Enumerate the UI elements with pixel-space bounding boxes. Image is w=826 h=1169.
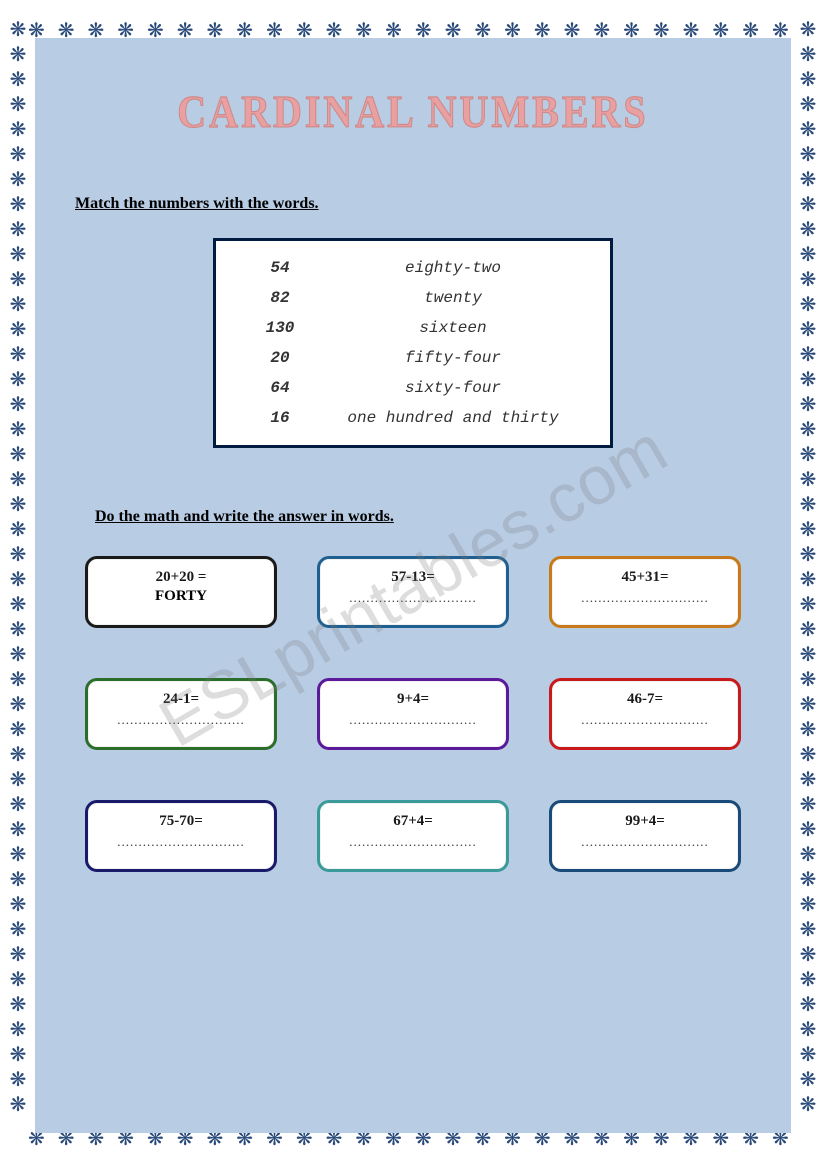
answer-blank[interactable]: .............................. (334, 590, 492, 606)
match-row: 82twenty (240, 283, 586, 313)
match-word: fifty-four (320, 349, 586, 367)
math-answer: FORTY (102, 588, 260, 605)
match-row: 64sixty-four (240, 373, 586, 403)
math-equation: 20+20 = (102, 569, 260, 586)
match-number: 54 (240, 259, 320, 277)
answer-blank[interactable]: .............................. (566, 590, 724, 606)
math-box: 75-70=.............................. (85, 800, 277, 872)
math-equation: 67+4= (334, 813, 492, 830)
border-left: ❋ ❋ ❋ ❋ ❋ ❋ ❋ ❋ ❋ ❋ ❋ ❋ ❋ ❋ ❋ ❋ ❋ ❋ ❋ ❋ … (8, 18, 28, 1151)
answer-blank[interactable]: .............................. (334, 712, 492, 728)
match-number: 130 (240, 319, 320, 337)
math-equation: 45+31= (566, 569, 724, 586)
math-equation: 9+4= (334, 691, 492, 708)
math-box: 9+4=.............................. (317, 678, 509, 750)
match-row: 16one hundred and thirty (240, 403, 586, 433)
page-background: CARDINAL NUMBERS Match the numbers with … (35, 38, 791, 1133)
section1-instruction: Match the numbers with the words. (75, 195, 751, 213)
math-box: 46-7=.............................. (549, 678, 741, 750)
math-box: 24-1=.............................. (85, 678, 277, 750)
match-number: 16 (240, 409, 320, 427)
match-word: sixty-four (320, 379, 586, 397)
answer-blank[interactable]: .............................. (566, 834, 724, 850)
answer-blank[interactable]: .............................. (102, 834, 260, 850)
answer-blank[interactable]: .............................. (102, 712, 260, 728)
match-word: eighty-two (320, 259, 586, 277)
match-word: sixteen (320, 319, 586, 337)
math-equation: 24-1= (102, 691, 260, 708)
match-number: 64 (240, 379, 320, 397)
math-box: 57-13=.............................. (317, 556, 509, 628)
match-row: 54eighty-two (240, 253, 586, 283)
math-box: 20+20 = FORTY (85, 556, 277, 628)
match-word: one hundred and thirty (320, 409, 586, 427)
math-grid: 20+20 = FORTY 57-13=......................… (75, 556, 751, 872)
page-title: CARDINAL NUMBERS (75, 84, 751, 138)
match-number: 82 (240, 289, 320, 307)
answer-blank[interactable]: .............................. (566, 712, 724, 728)
match-word: twenty (320, 289, 586, 307)
match-row: 20fifty-four (240, 343, 586, 373)
math-box: 45+31=.............................. (549, 556, 741, 628)
match-row: 130sixteen (240, 313, 586, 343)
math-equation: 75-70= (102, 813, 260, 830)
section2-instruction: Do the math and write the answer in word… (95, 508, 751, 526)
answer-blank[interactable]: .............................. (334, 834, 492, 850)
math-box: 67+4=.............................. (317, 800, 509, 872)
border-right: ❋ ❋ ❋ ❋ ❋ ❋ ❋ ❋ ❋ ❋ ❋ ❋ ❋ ❋ ❋ ❋ ❋ ❋ ❋ ❋ … (798, 18, 818, 1151)
match-box: 54eighty-two82twenty130sixteen20fifty-fo… (213, 238, 613, 448)
worksheet-page: ❋ ❋ ❋ ❋ ❋ ❋ ❋ ❋ ❋ ❋ ❋ ❋ ❋ ❋ ❋ ❋ ❋ ❋ ❋ ❋ … (0, 0, 826, 1169)
math-box: 99+4=.............................. (549, 800, 741, 872)
math-equation: 57-13= (334, 569, 492, 586)
match-number: 20 (240, 349, 320, 367)
math-equation: 46-7= (566, 691, 724, 708)
math-equation: 99+4= (566, 813, 724, 830)
